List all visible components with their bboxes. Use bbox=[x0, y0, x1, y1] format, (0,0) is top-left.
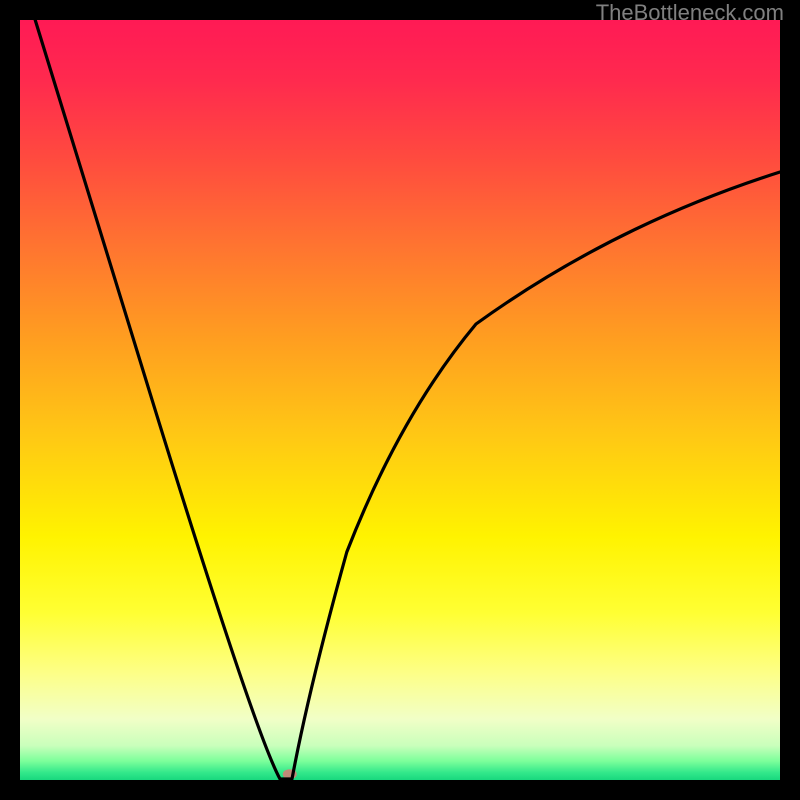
bottleneck-chart bbox=[0, 0, 800, 800]
plot-background bbox=[20, 20, 780, 780]
chart-frame: TheBottleneck.com bbox=[0, 0, 800, 800]
watermark-label: TheBottleneck.com bbox=[596, 0, 784, 26]
